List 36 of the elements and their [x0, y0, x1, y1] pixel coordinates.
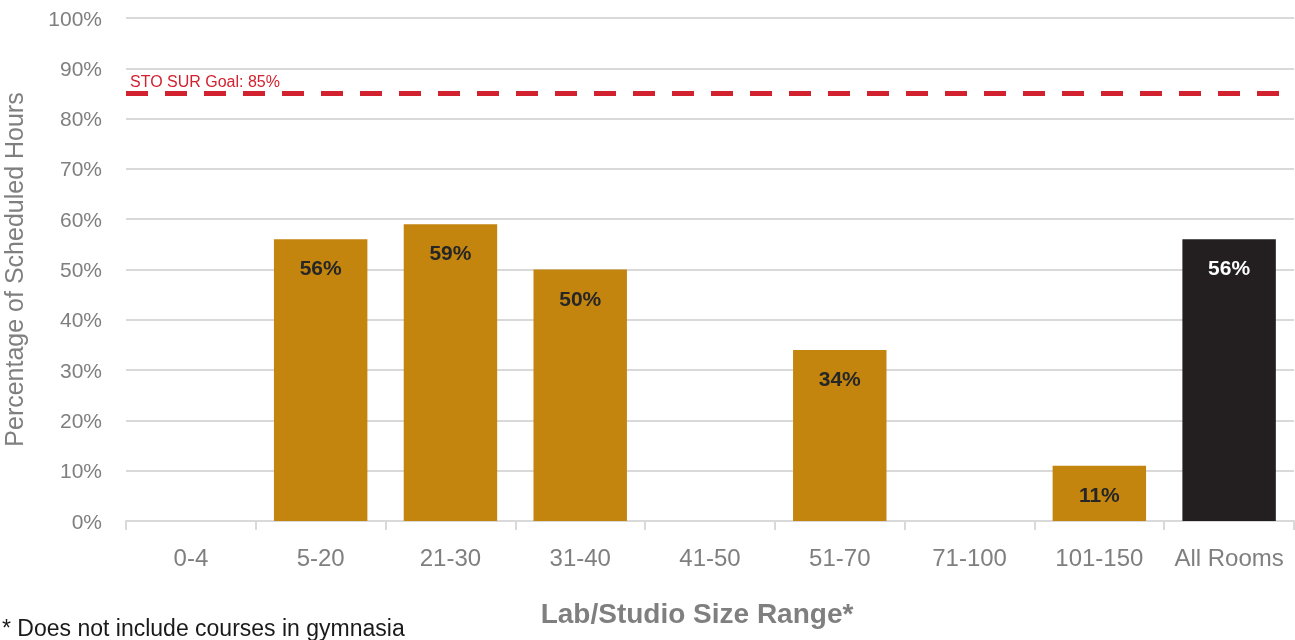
x-axis-title: Lab/Studio Size Range* — [540, 597, 854, 629]
text: * Does not include courses in gymnasia — [2, 614, 405, 640]
x-tick-label: 101-150 — [1055, 543, 1144, 571]
data-label: 59% — [429, 241, 472, 265]
y-tick-label: 90% — [59, 56, 102, 80]
ref-line-label: STO SUR Goal: 85% — [130, 72, 280, 90]
x-tick-label: 0-4 — [173, 543, 209, 571]
bar — [1052, 465, 1147, 521]
x-tick-label: 5-20 — [296, 543, 345, 571]
bar — [533, 269, 627, 521]
y-tick-label: 10% — [59, 459, 102, 483]
y-tick-label: 100% — [48, 6, 102, 30]
y-tick-label: 50% — [59, 258, 102, 281]
y-tick-label: 0% — [71, 509, 102, 533]
y-tick-label: 20% — [59, 408, 102, 432]
x-tick-label: All Rooms — [1174, 543, 1284, 571]
bar — [403, 224, 498, 521]
y-axis-title: Percentage of Scheduled Hours — [0, 92, 28, 447]
data-label: 56% — [1208, 256, 1251, 280]
y-tick-label: 80% — [59, 107, 102, 131]
bar — [1182, 239, 1276, 521]
data-label: 50% — [559, 286, 602, 310]
bar — [793, 349, 887, 521]
y-tick-label: 40% — [59, 308, 102, 332]
data-label: 56% — [299, 256, 343, 280]
x-tick-label: 51-70 — [809, 543, 871, 571]
y-tick-label: 60% — [59, 207, 102, 231]
x-tick-label: 21-30 — [419, 543, 482, 571]
y-tick-label: 70% — [59, 157, 102, 181]
data-label: 34% — [818, 366, 862, 390]
y-tick-label: 30% — [59, 358, 102, 382]
data-label: 11% — [1078, 482, 1121, 506]
bar — [273, 239, 368, 521]
x-tick-label: 71-100 — [932, 543, 1007, 571]
x-tick-label: 41-50 — [679, 543, 741, 571]
x-tick-label: 31-40 — [549, 543, 611, 571]
